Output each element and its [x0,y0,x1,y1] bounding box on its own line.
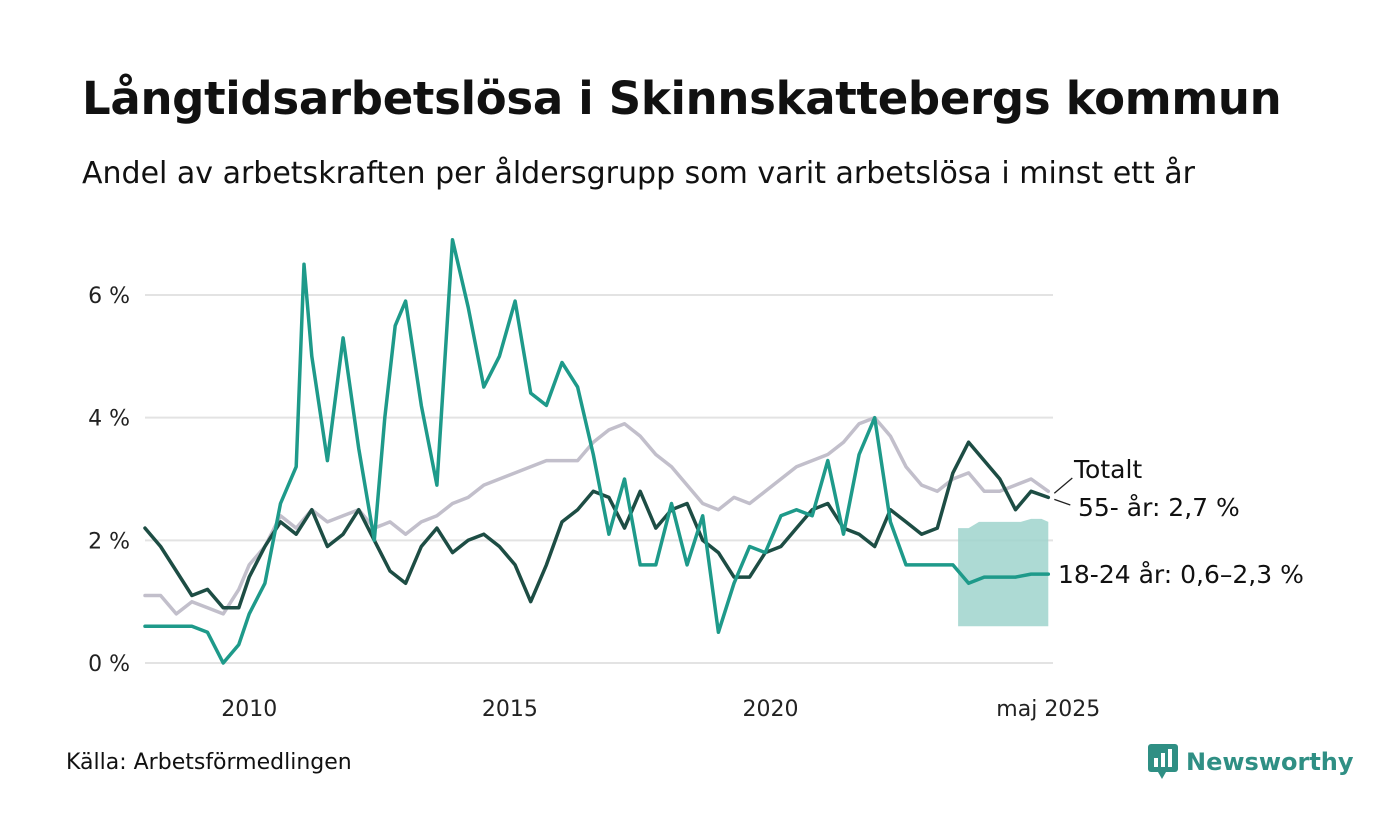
brand-logo[interactable]: Newsworthy [1148,742,1354,782]
chart-title: Långtidsarbetslösa i Skinnskattebergs ko… [82,72,1282,125]
brand-name: Newsworthy [1186,748,1354,776]
x-tick-label: 2020 [742,697,798,722]
y-tick-label: 0 % [88,652,130,677]
newsworthy-logo-icon [1148,744,1178,779]
y-tick-label: 6 % [88,284,130,309]
grid-lines [145,294,1053,664]
totalt-leader-line [1053,477,1073,494]
series-lines [143,238,1051,665]
label-young: 18-24 år: 0,6–2,3 % [1058,560,1304,589]
label-old: 55- år: 2,7 % [1078,493,1240,522]
series-line-young [143,238,1051,665]
young-uncertainty-band [958,518,1049,627]
label-totalt: Totalt [1073,455,1142,484]
x-tick-label: 2015 [482,697,538,722]
x-tick-label: maj 2025 [996,697,1100,722]
series-labels: Totalt 55- år: 2,7 % 18-24 år: 0,6–2,3 % [1053,455,1304,589]
y-tick-label: 2 % [88,529,130,554]
x-tick-label: 2010 [221,697,277,722]
old-leader-line [1054,498,1071,506]
axis-labels: 0 % 2 % 4 % 6 % 2010 2015 2020 maj 2025 [88,284,1100,722]
chart-subtitle: Andel av arbetskraften per åldersgrupp s… [82,156,1195,191]
source-note: Källa: Arbetsförmedlingen [66,750,352,775]
series-line-totalt [143,415,1051,616]
uncertainty-band-group [958,518,1049,627]
series-line-old [143,440,1051,610]
y-tick-label: 4 % [88,407,130,432]
